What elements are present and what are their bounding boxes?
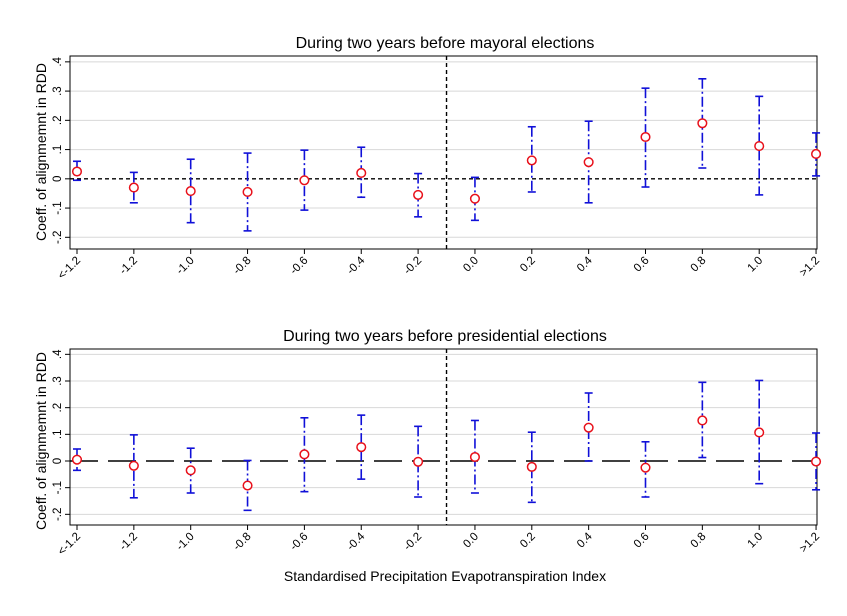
chart-title: During two years before presidential ele…: [283, 328, 607, 345]
y-tick-label: -.1: [52, 201, 64, 214]
data-point: [413, 189, 424, 200]
data-point: [128, 460, 139, 471]
y-tick-label: .2: [52, 403, 64, 413]
data-point: [697, 415, 708, 426]
data-point: [413, 456, 424, 467]
data-point: [754, 427, 765, 438]
data-point: [640, 462, 651, 473]
y-axis-label: Coeff. of alignmemnt in RDD: [33, 63, 49, 241]
data-point: [242, 186, 253, 198]
data-point: [697, 118, 708, 129]
y-tick-label: .4: [52, 349, 64, 359]
data-point: [811, 148, 822, 160]
data-point: [526, 155, 537, 166]
data-point: [71, 454, 83, 465]
data-point: [185, 465, 196, 476]
data-point: [299, 175, 310, 186]
data-point: [811, 456, 822, 467]
data-point: [128, 182, 139, 193]
y-tick-label: .3: [52, 376, 64, 386]
y-tick-label: 0: [52, 458, 64, 464]
data-point: [526, 461, 537, 472]
y-tick-label: -.2: [52, 231, 64, 244]
data-point: [469, 193, 481, 204]
chart-panel-presidential: During two years before presidential ele…: [33, 328, 822, 558]
y-tick-label: .2: [52, 116, 64, 126]
data-point: [299, 449, 310, 460]
data-point: [640, 131, 651, 143]
y-tick-label: .1: [52, 145, 64, 155]
y-axis-label: Coeff. of alignmemnt in RDD: [33, 352, 49, 530]
y-tick-label: .1: [52, 430, 64, 440]
y-tick-label: 0: [52, 176, 64, 182]
data-point: [242, 480, 253, 491]
y-tick-label: .4: [52, 56, 64, 66]
data-point: [71, 166, 83, 177]
y-tick-label: .3: [52, 86, 64, 96]
chart-title: During two years before mayoral election…: [296, 35, 595, 52]
data-point: [583, 422, 594, 433]
data-point: [583, 157, 594, 168]
data-point: [469, 451, 481, 463]
plot-frame: [69, 348, 818, 526]
x-axis-label: Standardised Precipitation Evapotranspir…: [284, 568, 606, 584]
plot-area: -.2-.10.1.2.3.4<-1.2 -1.2 -1.0 -0.8 -0.6 -0.4…: [52, 348, 822, 558]
data-point: [356, 442, 367, 453]
y-tick-label: -.1: [52, 481, 64, 494]
y-tick-label: -.2: [52, 508, 64, 521]
data-point: [356, 167, 367, 179]
data-point: [754, 141, 765, 152]
data-point: [185, 186, 196, 197]
